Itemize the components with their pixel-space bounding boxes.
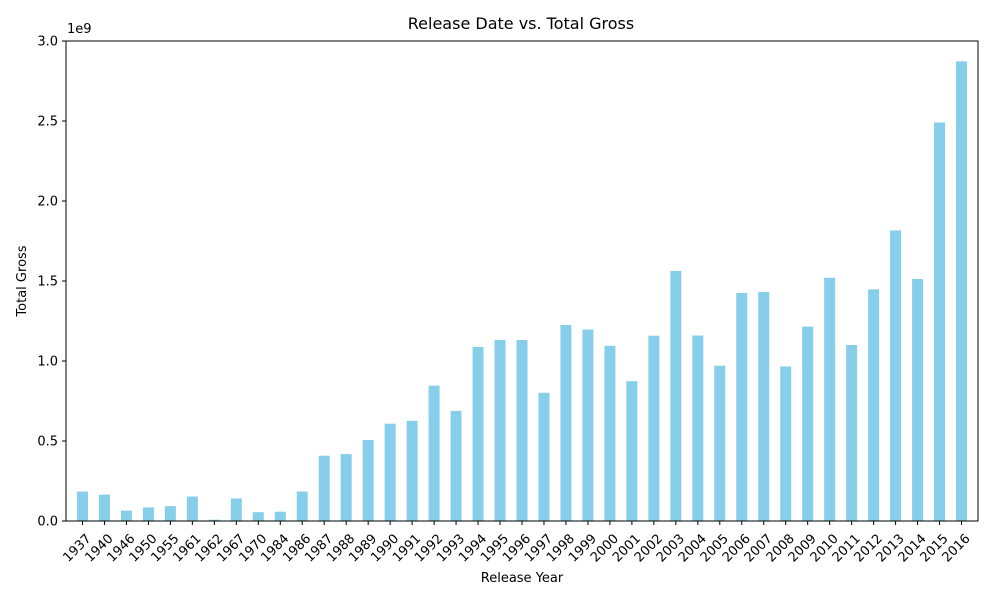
bar-1991	[406, 420, 418, 521]
y-axis-ticks: 0.0 0.5 1.0 1.5 2.0 2.5 3.0	[37, 35, 66, 530]
y-tick-label: 0.5	[37, 435, 58, 450]
bar-1937	[76, 491, 88, 521]
bar-2001	[626, 381, 638, 521]
y-tick-label: 2.5	[37, 115, 58, 130]
bar-2011	[846, 345, 858, 521]
bar-1946	[120, 510, 132, 521]
bar-1984	[274, 511, 286, 521]
bar-1986	[296, 491, 308, 521]
bar-2012	[868, 289, 880, 521]
y-axis-offset-label: 1e9	[67, 22, 92, 37]
bar-2004	[692, 335, 704, 521]
bar-2000	[604, 345, 616, 521]
bar-2005	[714, 365, 726, 521]
bar-2008	[780, 366, 792, 521]
bar-1955	[164, 506, 176, 521]
bar-1962	[208, 519, 220, 521]
bar-1950	[142, 507, 154, 521]
bar-2016	[956, 61, 968, 521]
bar-1970	[252, 512, 264, 521]
bar-2015	[934, 122, 946, 521]
bar-2009	[802, 326, 814, 521]
bar-1998	[560, 325, 572, 521]
bar-1994	[472, 346, 484, 521]
x-axis-title: Release Year	[481, 571, 564, 586]
bar-1993	[450, 410, 462, 521]
y-tick-label: 3.0	[37, 35, 58, 50]
bar-1989	[362, 440, 374, 521]
plot-frame	[65, 40, 979, 522]
bar-2003	[670, 270, 682, 521]
bar-2006	[736, 293, 748, 521]
y-tick-label: 0.0	[37, 515, 58, 530]
bar-2014	[912, 278, 924, 521]
y-tick-label: 1.5	[37, 275, 58, 290]
bar-1996	[516, 340, 528, 521]
bar-1997	[538, 392, 550, 521]
chart-title: Release Date vs. Total Gross	[408, 14, 634, 33]
bar-2010	[824, 277, 836, 521]
bar-1967	[230, 498, 242, 521]
bar-1961	[186, 496, 198, 521]
y-tick-label: 1.0	[37, 355, 58, 370]
bar-1990	[384, 423, 396, 521]
bar-2002	[648, 335, 660, 521]
bar-1995	[494, 340, 506, 521]
bar-1999	[582, 329, 594, 521]
bar-2013	[890, 230, 902, 521]
x-axis-ticks: 1937194019461950195519611962196719701984…	[61, 521, 974, 565]
bar-1987	[318, 455, 330, 521]
bar-1992	[428, 385, 440, 521]
y-axis-title: Total Gross	[15, 245, 30, 317]
bar-1940	[98, 494, 110, 521]
y-tick-label: 2.0	[37, 195, 58, 210]
bar-2007	[758, 292, 770, 521]
bars-group	[76, 61, 968, 521]
bar-1988	[340, 454, 352, 521]
